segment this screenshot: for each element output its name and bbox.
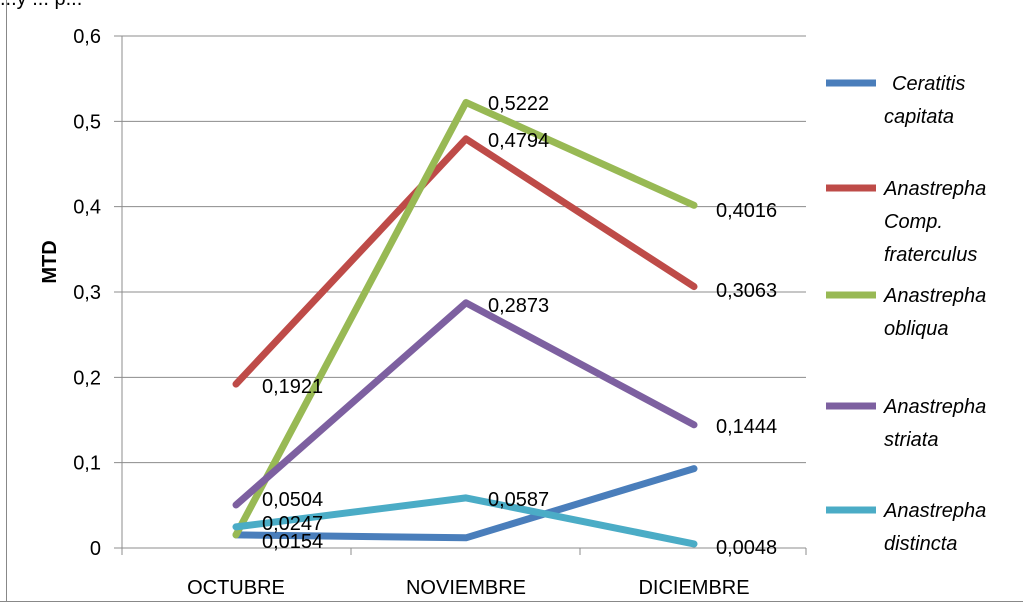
y-tick-label: 0,4 [73,197,101,219]
y-tick-label: 0,2 [73,367,101,389]
y-tick-label: 0,6 [73,26,101,48]
series-line-5 [232,494,698,548]
series-line-2 [232,135,698,388]
y-tick-label: 0,3 [73,282,101,304]
data-label: 0,3063 [716,280,777,302]
data-label: 0,0048 [716,537,777,559]
legend-label: capitata [884,106,954,128]
data-label: 0,1444 [716,416,777,438]
series-line-3 [232,98,698,539]
legend-label: fraterculus [884,244,977,266]
y-tick-label: 0 [90,538,101,560]
legend-label: Comp. [884,211,943,233]
series-line-1 [232,465,698,542]
data-label: 0,0587 [488,489,549,511]
legend-label: Anastrepha [883,500,986,522]
data-label: 0,4794 [488,130,549,152]
legend-label: obliqua [884,318,949,340]
legend-label: Anastrepha [883,396,986,418]
x-tick-label: NOVIEMBRE [406,577,526,599]
data-label: 0,5222 [488,93,549,115]
y-tick-label: 0,5 [73,111,101,133]
y-tick-label: 0,1 [73,453,101,475]
legend-label: striata [884,429,938,451]
legend-label: distincta [884,533,957,555]
data-label: 0,4016 [716,200,777,222]
legend-label: Anastrepha [883,285,986,307]
legend-label: Ceratitis [892,73,965,95]
y-axis-label: MTD [39,240,61,283]
data-label: 0,0504 [262,489,323,511]
header-fragment: ...y ... p... [0,0,82,11]
x-tick-label: DICIEMBRE [638,577,749,599]
series-line-4 [232,299,698,509]
data-label: 0,0154 [262,531,323,553]
data-label: 0,1921 [262,376,323,398]
data-label: 0,0247 [262,513,323,535]
data-label: 0,2873 [488,295,549,317]
legend-label: Anastrepha [883,178,986,200]
x-tick-label: OCTUBRE [187,577,285,599]
